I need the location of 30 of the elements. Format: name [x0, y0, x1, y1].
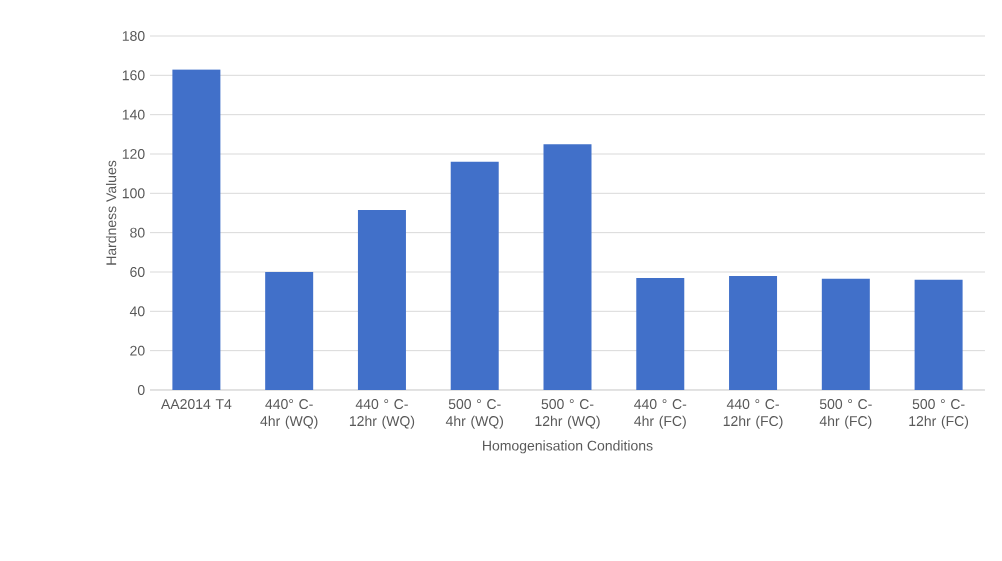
y-tick-label: 100 [122, 188, 145, 199]
x-tick-label: 500 ° C-12hr (FC) [909, 399, 969, 429]
bar [821, 278, 870, 390]
y-tick-label: 0 [137, 385, 145, 395]
x-axis-title: Homogenisation Conditions [483, 440, 653, 454]
bar [636, 277, 685, 390]
y-tick-label: 80 [130, 227, 145, 238]
bar [450, 161, 499, 390]
bar [914, 279, 963, 390]
y-tick-label: 160 [122, 70, 145, 81]
x-tick-label: 440 ° C-4hr (FC) [634, 399, 687, 429]
bar [172, 69, 221, 390]
x-tick-label: 440 ° C-12hr (WQ) [349, 399, 415, 429]
bar [265, 271, 314, 390]
y-tick-label: 60 [130, 267, 145, 277]
y-tick-label: 20 [130, 345, 145, 356]
y-tick-label: 140 [122, 109, 145, 120]
bar [357, 210, 406, 390]
y-axis-title: Hardness Values [105, 160, 117, 265]
x-tick-label: 500 ° C-12hr (WQ) [535, 399, 600, 429]
x-tick-label: 440° C-4hr (WQ) [260, 399, 318, 429]
x-tick-label: 440 ° C-12hr (FC) [723, 399, 783, 429]
y-tick-label: 40 [129, 306, 145, 317]
bar [729, 275, 778, 390]
x-tick-label: 500 ° C-4hr (WQ) [445, 399, 504, 429]
bar [543, 144, 592, 390]
x-tick-label: 500 ° C-4hr (FC) [819, 399, 872, 429]
x-tick-label: AA2014 T4 [161, 399, 232, 410]
y-tick-label: 120 [122, 149, 145, 159]
y-tick-label: 180 [122, 31, 145, 41]
